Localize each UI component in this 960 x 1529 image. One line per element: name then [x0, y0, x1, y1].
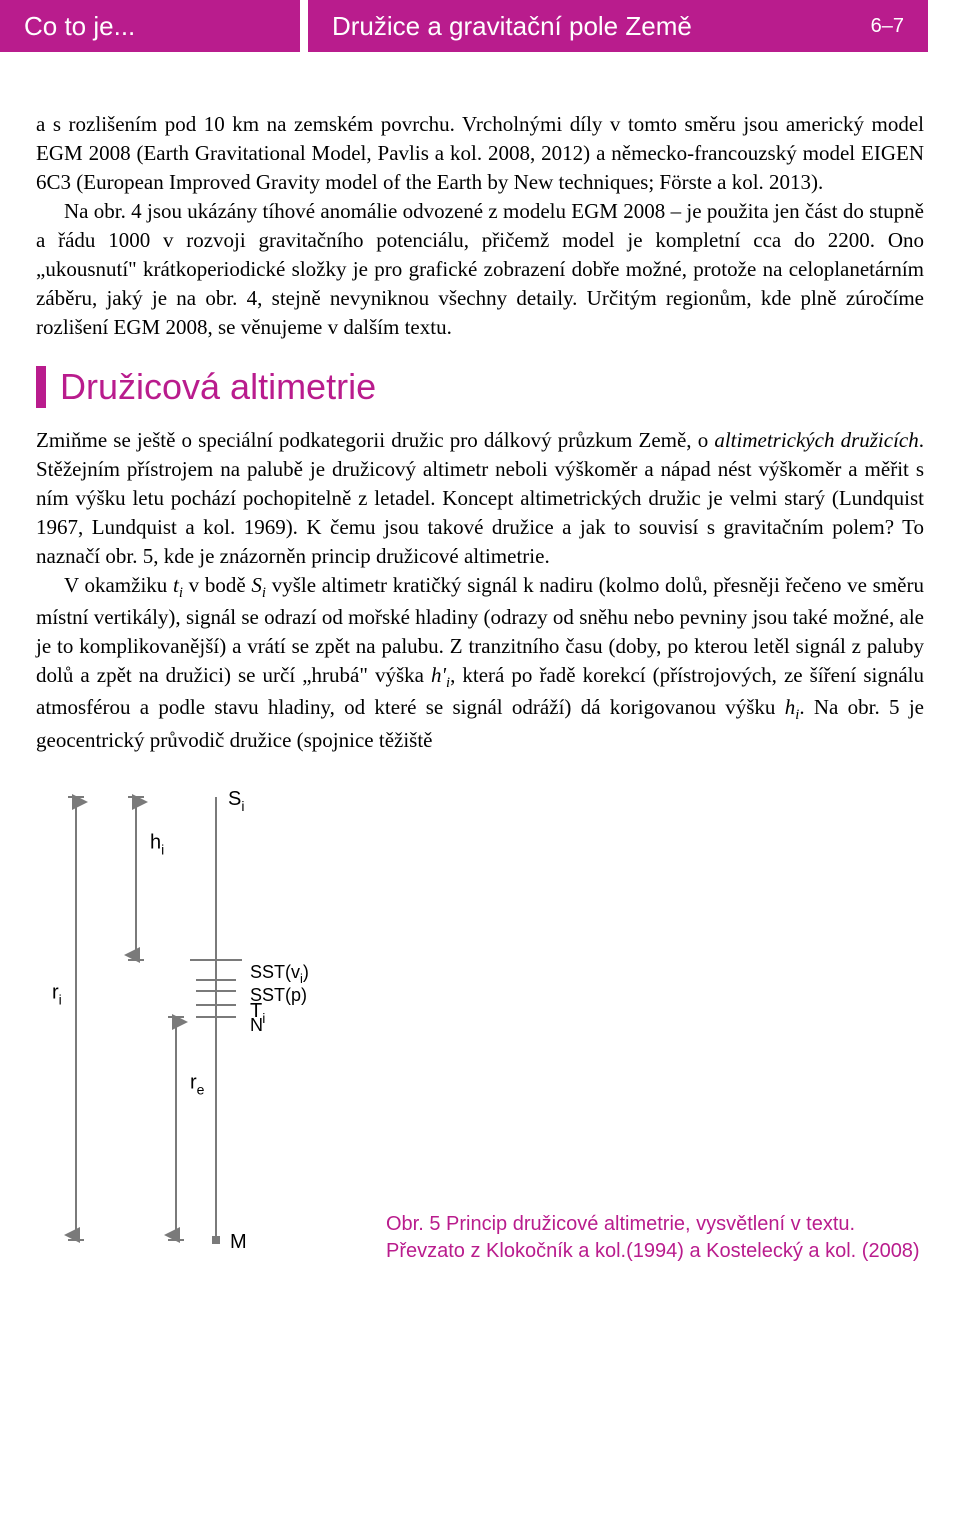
header-page-number: 6–7: [871, 15, 904, 38]
header-left-text: Co to je...: [24, 11, 135, 42]
svg-text:ri: ri: [52, 981, 62, 1007]
paragraph-3: V okamžiku ti v bodě Si vyšle altimetr k…: [36, 571, 924, 755]
section-heading-title: Družicová altimetrie: [60, 366, 376, 408]
section-heading-bar: [36, 366, 46, 408]
section-heading: Družicová altimetrie: [36, 366, 924, 408]
page-content: a s rozlišením pod 10 km na zemském povr…: [0, 70, 960, 1265]
svg-text:Si: Si: [228, 788, 244, 814]
svg-text:re: re: [190, 1071, 205, 1097]
header-section-label: Co to je...: [0, 0, 300, 52]
paragraph-1: a s rozlišením pod 10 km na zemském povr…: [36, 110, 924, 197]
page-header: Co to je... Družice a gravitační pole Ze…: [0, 0, 960, 70]
figure-5-caption: Obr. 5 Princip družicové altimetrie, vys…: [386, 1211, 946, 1265]
header-title: Družice a gravitační pole Země: [332, 11, 871, 42]
altimetry-diagram-svg: SihiSST(vi)SST(p)TiNreriM: [46, 785, 366, 1255]
header-title-bar: Družice a gravitační pole Země 6–7: [308, 0, 928, 52]
svg-text:N: N: [250, 1015, 263, 1035]
svg-text:SST(vi): SST(vi): [250, 962, 309, 986]
paragraph-2: Zmiňme se ještě o speciální podkategorii…: [36, 426, 924, 571]
svg-text:M: M: [230, 1231, 247, 1253]
paragraph-1b: Na obr. 4 jsou ukázány tíhové anomálie o…: [36, 197, 924, 342]
figure-5-diagram: SihiSST(vi)SST(p)TiNreriM Obr. 5 Princip…: [36, 785, 924, 1265]
svg-text:hi: hi: [150, 831, 164, 857]
